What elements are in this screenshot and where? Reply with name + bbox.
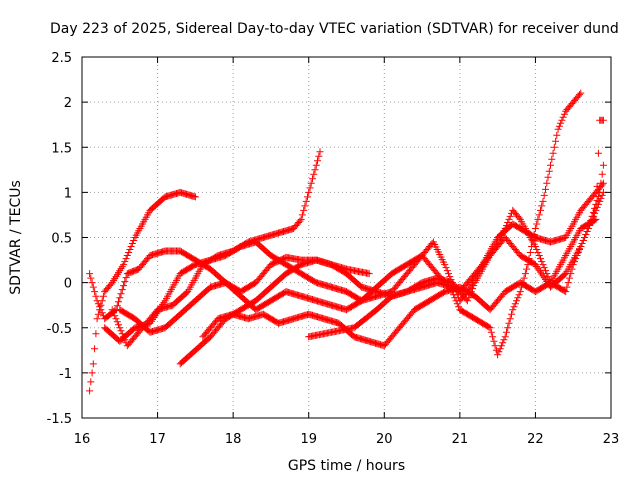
- x-tick-label: 20: [376, 432, 393, 447]
- x-tick-label: 22: [527, 432, 544, 447]
- series-trace-1: [86, 188, 199, 395]
- x-tick-label: 17: [149, 432, 166, 447]
- chart-title: Day 223 of 2025, Sidereal Day-to-day VTE…: [50, 21, 619, 37]
- series-markers: [199, 116, 607, 350]
- y-tick-label: 2.5: [51, 51, 72, 66]
- x-tick-label: 21: [452, 432, 469, 447]
- x-axis-title: GPS time / hours: [288, 458, 405, 474]
- x-tick-label: 18: [225, 432, 242, 447]
- y-tick-label: -0.5: [47, 322, 72, 337]
- y-tick-label: 0.5: [51, 232, 72, 247]
- series-trace-6: [176, 188, 607, 368]
- x-tick-label: 23: [603, 432, 620, 447]
- series-markers: [108, 148, 324, 350]
- y-tick-label: 2: [64, 96, 72, 111]
- y-tick-label: 1.5: [51, 141, 72, 156]
- series-trace-4: [108, 148, 324, 350]
- y-tick-label: 1: [64, 186, 72, 201]
- series-markers: [86, 188, 199, 395]
- y-axis-title: SDTVAR / TECUs: [8, 180, 24, 295]
- y-tick-label: -1.5: [47, 412, 72, 427]
- y-tick-label: -1: [59, 367, 72, 382]
- series-markers: [176, 188, 607, 368]
- x-tick-label: 19: [300, 432, 317, 447]
- series-markers: [305, 161, 607, 341]
- x-tick-label: 16: [74, 432, 91, 447]
- y-tick-label: 0: [64, 277, 72, 292]
- series-layer: [86, 89, 607, 395]
- series-trace-8: [199, 116, 607, 350]
- ticks: 16 17 18 19 20 21 22 23 -1.5 -1 -0.5 0 0.5 1 1.5 2 2.5: [47, 51, 620, 447]
- series-trace-7: [305, 161, 607, 341]
